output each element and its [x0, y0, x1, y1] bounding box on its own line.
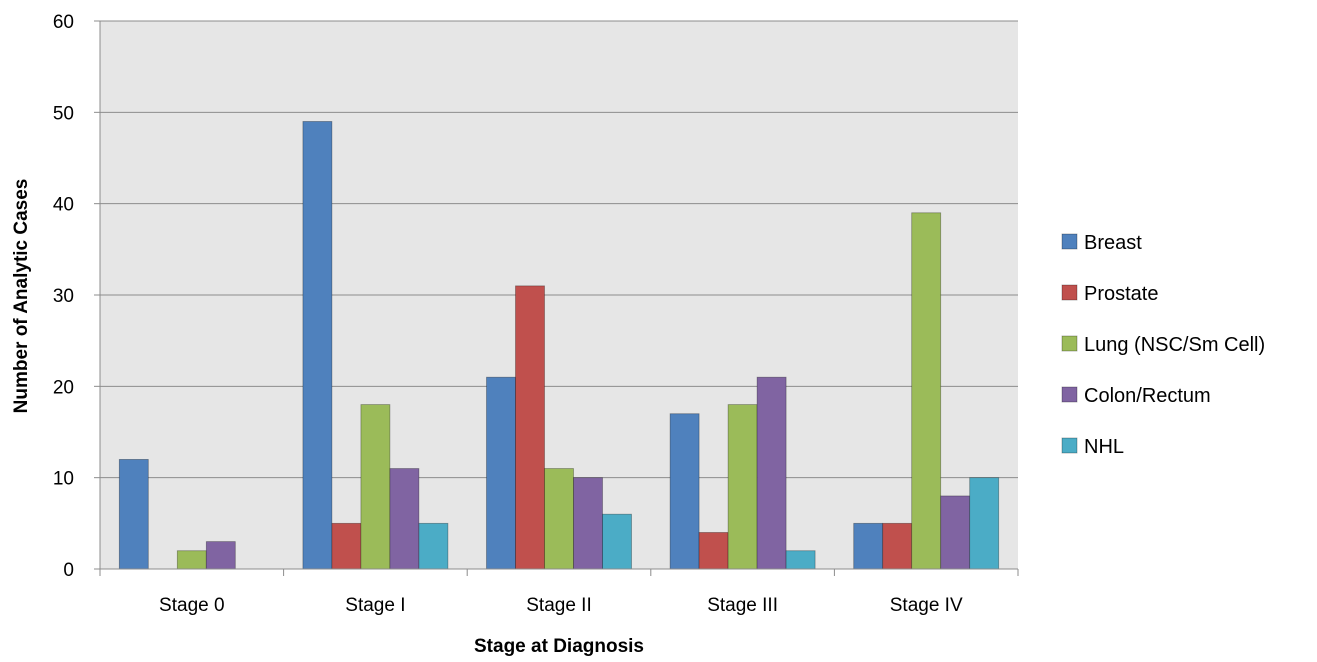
- y-tick-label: 20: [53, 377, 74, 398]
- bars: [118, 121, 1000, 570]
- bar-prostate-3: [698, 532, 729, 570]
- bar-colon-rectum-2: [573, 477, 603, 570]
- legend-swatch: [1061, 386, 1078, 403]
- axes: [94, 20, 1019, 576]
- y-tick-label: 30: [53, 286, 74, 307]
- y-tick-label: 40: [53, 195, 74, 216]
- bar-colon-rectum-3: [756, 376, 787, 570]
- bar-colon-rectum-0: [205, 541, 236, 570]
- bar-prostate-4: [882, 522, 913, 570]
- legend-label: NHL: [1084, 436, 1124, 458]
- x-tick-labels: Stage 0 Stage I Stage II Stage III Stage IV: [159, 595, 963, 616]
- y-tick-label: 0: [63, 560, 74, 581]
- legend: Breast Prostate Lung (NSC/Sm Cell) Colon/Re…: [1061, 232, 1265, 458]
- y-tick-label: 50: [53, 103, 74, 124]
- bar-lung-nsc-sm-cell--3: [727, 404, 758, 570]
- bar-breast-0: [118, 458, 149, 570]
- bar-lung-nsc-sm-cell--2: [544, 468, 574, 570]
- y-axis-title: Number of Analytic Cases: [11, 179, 32, 414]
- legend-swatch: [1061, 335, 1078, 352]
- y-tick-label: 60: [53, 12, 74, 33]
- y-tick-labels: 0 10 20 30 40 50 60: [53, 12, 74, 581]
- bar-lung-nsc-sm-cell--4: [911, 212, 942, 570]
- legend-swatch: [1061, 284, 1078, 301]
- legend-label: Colon/Rectum: [1084, 385, 1211, 407]
- gridlines: [100, 20, 1018, 479]
- bar-colon-rectum-1: [389, 468, 420, 570]
- x-tick-label: Stage II: [526, 595, 592, 616]
- legend-swatch: [1061, 437, 1078, 454]
- bar-breast-4: [853, 522, 884, 570]
- legend-label: Prostate: [1084, 283, 1158, 305]
- bar-prostate-1: [331, 522, 362, 570]
- legend-label: Breast: [1084, 232, 1142, 254]
- x-tick-label: Stage III: [707, 595, 778, 616]
- bar-lung-nsc-sm-cell--1: [360, 404, 391, 570]
- bar-colon-rectum-4: [940, 495, 971, 570]
- bar-breast-2: [486, 376, 516, 570]
- bar-nhl-3: [785, 550, 816, 570]
- x-tick-label: Stage IV: [890, 595, 963, 616]
- x-tick-label: Stage 0: [159, 595, 225, 616]
- bar-breast-1: [302, 121, 333, 570]
- legend-label: Lung (NSC/Sm Cell): [1084, 334, 1265, 356]
- y-tick-label: 10: [53, 469, 74, 490]
- bar-nhl-1: [418, 522, 449, 570]
- bar-prostate-2: [515, 285, 545, 570]
- bar-lung-nsc-sm-cell--0: [176, 550, 207, 570]
- bar-breast-3: [669, 413, 700, 570]
- legend-swatch: [1061, 233, 1078, 250]
- x-tick-label: Stage I: [345, 595, 405, 616]
- bar-nhl-2: [602, 513, 632, 570]
- x-axis-title: Stage at Diagnosis: [474, 636, 644, 657]
- bar-nhl-4: [969, 477, 1000, 570]
